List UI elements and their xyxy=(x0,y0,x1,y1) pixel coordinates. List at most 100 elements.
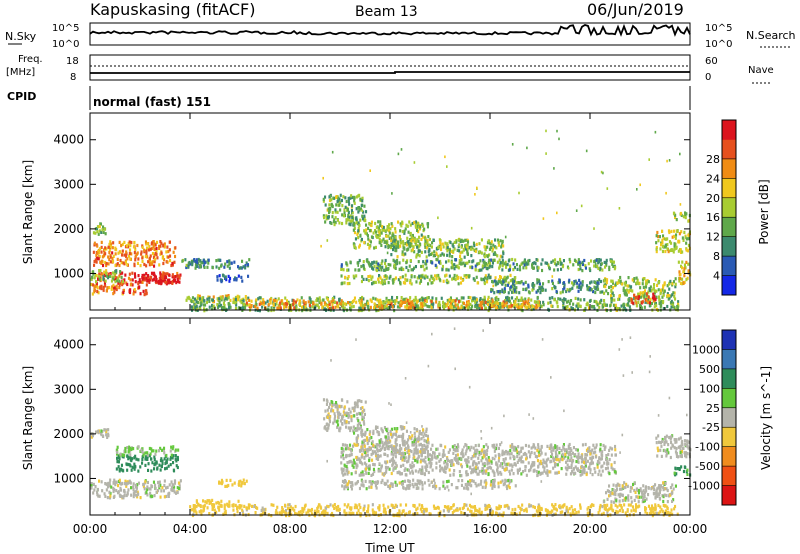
echo-cell xyxy=(399,276,402,280)
echo-cell xyxy=(402,298,405,302)
echo-cell xyxy=(372,451,375,455)
echo-cell xyxy=(129,449,132,453)
echo-cell xyxy=(384,265,387,269)
echo-cell xyxy=(102,275,105,279)
echo-cell xyxy=(445,268,448,272)
echo-cell xyxy=(567,299,570,303)
echo-cell xyxy=(340,415,343,420)
echo-cell xyxy=(369,430,372,434)
echo-cell xyxy=(340,404,343,409)
echo-cell xyxy=(508,299,511,303)
region-8 xyxy=(216,273,250,284)
echo-cell xyxy=(106,286,109,290)
echo-cell xyxy=(119,258,122,263)
echo-cell xyxy=(168,240,171,244)
echo-cell xyxy=(326,298,329,302)
echo-cell xyxy=(679,281,682,285)
echo-cell xyxy=(117,484,120,488)
echo-cell xyxy=(489,264,492,268)
echo-cell xyxy=(458,249,461,253)
echo-cell xyxy=(101,228,104,232)
echo-cell xyxy=(579,281,582,285)
echo-cell xyxy=(168,248,171,252)
echo-cell xyxy=(400,434,403,438)
echo-cell xyxy=(491,265,494,269)
echo-cell xyxy=(222,512,225,516)
echo-cell xyxy=(601,303,604,307)
echo-cell xyxy=(504,303,507,307)
echo-cell xyxy=(190,299,193,304)
echo-cell xyxy=(627,290,630,294)
echo-cell xyxy=(361,196,364,200)
echo-cell xyxy=(562,299,565,303)
echo-cell xyxy=(145,242,148,246)
echo-cell xyxy=(114,480,117,484)
echo-cell xyxy=(671,293,674,297)
echo-cell xyxy=(224,307,227,311)
echo-cell xyxy=(406,440,409,444)
echo-cell xyxy=(360,432,363,437)
echo-cell xyxy=(614,265,617,270)
noise-right-tick-bottom: 10^0 xyxy=(705,39,732,50)
echo-cell xyxy=(470,307,473,311)
echo-cell xyxy=(476,306,479,310)
echo-cell xyxy=(493,251,496,255)
echo-cell xyxy=(387,505,390,509)
echo-cell xyxy=(427,282,430,286)
echo-cell xyxy=(103,428,106,432)
echo-cell xyxy=(424,299,427,303)
echo-cell xyxy=(431,261,434,265)
echo-cell xyxy=(612,264,615,268)
echo-cell xyxy=(431,251,434,255)
echo-cell xyxy=(424,245,427,249)
echo-cell xyxy=(661,241,664,245)
echo-cell xyxy=(118,467,121,472)
echo-cell xyxy=(347,268,350,272)
echo-cell xyxy=(444,155,446,159)
echo-cell xyxy=(228,259,231,263)
echo-cell xyxy=(352,221,355,225)
echo-cell xyxy=(519,298,522,302)
echo-cell xyxy=(609,506,612,510)
echo-cell xyxy=(396,258,399,263)
echo-cell xyxy=(502,290,505,294)
echo-cell xyxy=(343,405,346,409)
echo-cell xyxy=(118,478,121,482)
echo-cell xyxy=(501,264,504,268)
echo-cell xyxy=(258,302,261,306)
echo-cell xyxy=(357,434,360,438)
echo-cell xyxy=(406,236,409,240)
echo-cell xyxy=(610,279,613,283)
echo-cell xyxy=(355,217,358,221)
echo-cell xyxy=(507,259,510,263)
echo-cell xyxy=(270,503,273,507)
echo-cell xyxy=(579,304,582,309)
echo-cell xyxy=(202,259,205,263)
echo-cell xyxy=(405,429,408,433)
echo-cell xyxy=(378,444,381,448)
echo-cell xyxy=(453,509,456,513)
echo-cell xyxy=(125,244,128,248)
echo-cell xyxy=(645,285,648,289)
echo-cell xyxy=(112,486,115,490)
echo-cell xyxy=(378,231,381,235)
echo-cell xyxy=(396,255,399,259)
echo-cell xyxy=(372,281,375,285)
echo-cell xyxy=(126,468,129,472)
echo-cell xyxy=(382,225,385,230)
echo-cell xyxy=(158,244,161,248)
echo-cell xyxy=(345,261,348,265)
echo-cell xyxy=(495,280,498,284)
echo-cell xyxy=(154,257,157,261)
echo-cell xyxy=(590,288,593,292)
echo-cell xyxy=(98,277,101,281)
echo-cell xyxy=(413,250,416,254)
echo-cell xyxy=(513,289,516,293)
echo-cell xyxy=(341,300,344,304)
echo-cell xyxy=(453,267,456,271)
echo-cell xyxy=(523,301,526,305)
echo-cell xyxy=(562,306,565,310)
echo-cell xyxy=(360,237,363,242)
echo-cell xyxy=(494,297,497,301)
echo-cell xyxy=(421,298,424,302)
